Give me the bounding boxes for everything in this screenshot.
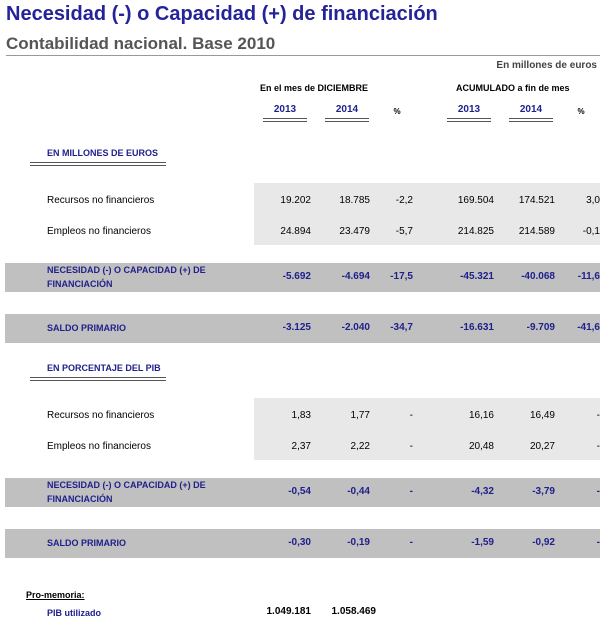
- cell: -5.692: [282, 271, 311, 282]
- cell: 19.202: [280, 195, 311, 206]
- cell: -0,54: [288, 486, 311, 497]
- cell: -: [409, 410, 413, 421]
- memo-cell: 1.049.181: [266, 606, 312, 617]
- group-header: En el mes de DICIEMBRE: [260, 83, 369, 93]
- title: Necesidad (-) o Capacidad (+) de financi…: [6, 3, 438, 25]
- cell: 20,27: [529, 441, 555, 452]
- cell: 18.785: [339, 195, 370, 206]
- header-underline: [509, 118, 553, 122]
- total-label: SALDO PRIMARIO: [47, 538, 127, 548]
- cell: -3,79: [532, 486, 555, 497]
- section-title: EN PORCENTAJE DEL PIB: [47, 363, 161, 373]
- cell: -3.125: [282, 322, 311, 333]
- cell: -0,19: [347, 537, 370, 548]
- total-label: SALDO PRIMARIO: [47, 323, 127, 333]
- cell: 214.589: [518, 226, 555, 237]
- column-header: %: [393, 107, 401, 116]
- total-label: NECESIDAD (-) O CAPACIDAD (+) DE FINANCI…: [47, 480, 206, 504]
- total-band: [5, 529, 600, 558]
- cell: 174.521: [518, 195, 555, 206]
- row-label: Empleos no financieros: [47, 226, 151, 237]
- cell: 1,83: [291, 410, 311, 421]
- cell: -4,32: [471, 486, 494, 497]
- cell: -9.709: [526, 322, 555, 333]
- cell: -: [409, 537, 413, 548]
- column-header: 2013: [457, 104, 481, 115]
- total-band: [5, 263, 600, 292]
- column-header: %: [577, 107, 585, 116]
- memo-cell: 1.058.469: [331, 606, 377, 617]
- section-underline: [30, 377, 166, 381]
- section-title: EN MILLONES DE EUROS: [47, 148, 159, 158]
- cell: 1,77: [350, 410, 370, 421]
- cell: -: [409, 441, 413, 452]
- header-underline: [447, 118, 491, 122]
- cell: -45.321: [460, 271, 494, 282]
- cell: 2,22: [350, 441, 370, 452]
- cell: -34,7: [390, 322, 413, 333]
- cell: -16.631: [460, 322, 494, 333]
- cell: -: [596, 537, 600, 548]
- column-header: 2014: [519, 104, 543, 115]
- cell: 24.894: [280, 226, 311, 237]
- row-label: Empleos no financieros: [47, 441, 151, 452]
- cell: -4.694: [341, 271, 370, 282]
- cell: 20,48: [468, 441, 494, 452]
- cell: -: [596, 441, 600, 452]
- cell: 16,49: [529, 410, 555, 421]
- column-header: 2013: [273, 104, 297, 115]
- memo-label: PIB utilizado: [47, 608, 101, 618]
- column-header: 2014: [335, 104, 359, 115]
- cell: -17,5: [390, 271, 413, 282]
- cell: -0,30: [288, 537, 311, 548]
- rule: [6, 55, 600, 56]
- total-band: [5, 314, 600, 343]
- cell: 214.825: [457, 226, 494, 237]
- subtitle: Contabilidad nacional. Base 2010: [6, 34, 276, 53]
- cell: -0,44: [347, 486, 370, 497]
- cell: -: [409, 486, 413, 497]
- cell: -0,92: [532, 537, 555, 548]
- cell: -40.068: [521, 271, 555, 282]
- cell: -: [596, 410, 600, 421]
- cell: 3,0: [586, 195, 600, 206]
- row-label: Recursos no financieros: [47, 410, 155, 421]
- header-underline: [325, 118, 369, 122]
- group-header: ACUMULADO a fin de mes: [456, 83, 570, 93]
- header-underline: [263, 118, 307, 122]
- total-band: [5, 478, 600, 507]
- row-label: Recursos no financieros: [47, 195, 155, 206]
- cell: 23.479: [339, 226, 370, 237]
- row-shade: [254, 398, 600, 460]
- section-underline: [30, 162, 166, 166]
- unit-note: En millones de euros: [496, 60, 597, 71]
- cell: 16,16: [468, 410, 494, 421]
- cell: 2,37: [291, 441, 311, 452]
- memo-title: Pro-memoria:: [26, 590, 85, 600]
- cell: -: [596, 486, 600, 497]
- cell: 169.504: [457, 195, 494, 206]
- row-shade: [254, 183, 600, 245]
- cell: -1,59: [471, 537, 494, 548]
- cell: -41,6: [577, 322, 600, 333]
- cell: -2.040: [341, 322, 370, 333]
- cell: -11,6: [577, 271, 600, 282]
- cell: -2,2: [395, 195, 413, 206]
- cell: -0,1: [582, 226, 600, 237]
- cell: -5,7: [395, 226, 413, 237]
- total-label: NECESIDAD (-) O CAPACIDAD (+) DE FINANCI…: [47, 265, 206, 289]
